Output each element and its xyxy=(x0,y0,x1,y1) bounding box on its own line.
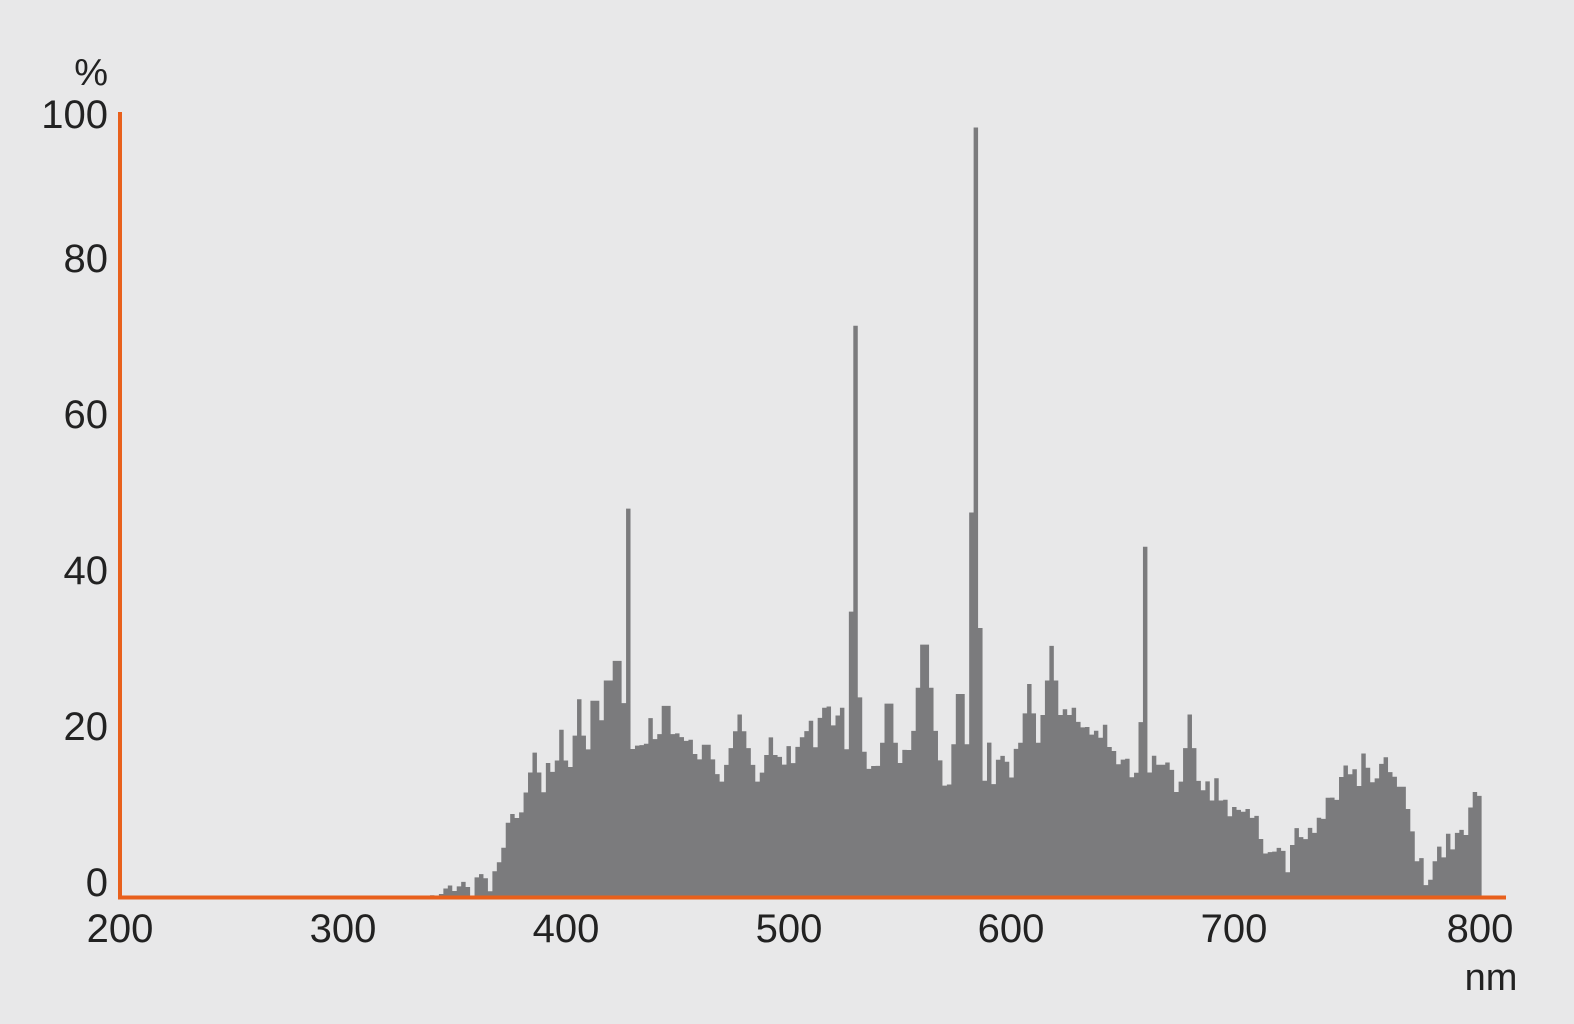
svg-text:nm: nm xyxy=(1465,957,1518,999)
svg-text:800: 800 xyxy=(1447,907,1514,951)
svg-text:20: 20 xyxy=(64,705,109,749)
svg-text:60: 60 xyxy=(64,393,109,437)
svg-text:0: 0 xyxy=(86,861,108,905)
svg-text:400: 400 xyxy=(533,907,600,951)
svg-text:500: 500 xyxy=(756,907,823,951)
svg-text:200: 200 xyxy=(87,907,154,951)
svg-text:%: % xyxy=(74,52,108,94)
svg-text:700: 700 xyxy=(1201,907,1268,951)
svg-text:600: 600 xyxy=(978,907,1045,951)
svg-text:300: 300 xyxy=(310,907,377,951)
svg-text:100: 100 xyxy=(41,93,108,137)
svg-text:80: 80 xyxy=(64,237,109,281)
svg-text:40: 40 xyxy=(64,549,109,593)
